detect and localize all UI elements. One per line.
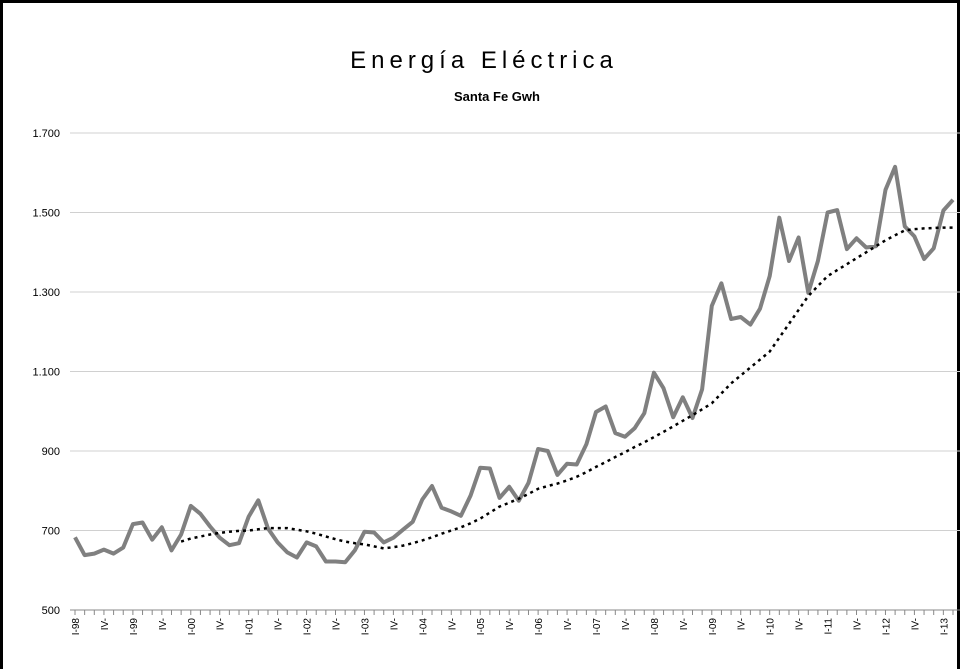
y-tick-label: 1.500 — [32, 208, 60, 220]
x-tick-label: I-01 — [245, 618, 256, 636]
x-tick-label: I-98 — [71, 618, 82, 636]
x-tick-label: IV- — [795, 618, 806, 630]
chart-subtitle: Santa Fe Gwh — [454, 89, 540, 104]
x-tick-label: I-09 — [708, 618, 719, 636]
x-tick-label: I-08 — [650, 618, 661, 636]
y-tick-label: 1.300 — [32, 287, 60, 299]
x-tick-label: I-05 — [476, 618, 487, 636]
x-tick-label: I-03 — [360, 618, 371, 636]
x-tick-label: IV- — [389, 618, 400, 630]
x-tick-label: I-04 — [418, 618, 429, 636]
x-tick-label: I-13 — [939, 618, 950, 636]
x-tick-label: I-00 — [187, 618, 198, 636]
x-tick-label: IV- — [158, 618, 169, 630]
y-tick-label: 500 — [42, 605, 60, 617]
x-tick-label: I-07 — [592, 618, 603, 636]
x-tick-label: IV- — [505, 618, 516, 630]
x-tick-label: IV- — [621, 618, 632, 630]
y-tick-label: 1.100 — [32, 367, 60, 379]
x-tick-label: IV- — [100, 618, 111, 630]
x-tick-label: I-10 — [766, 618, 777, 636]
x-tick-label: I-11 — [824, 618, 835, 635]
x-tick-label: IV- — [853, 618, 864, 630]
x-tick-label: IV- — [216, 618, 227, 630]
x-tick-label: I-99 — [129, 618, 140, 636]
x-tick-label: IV- — [679, 618, 690, 630]
x-tick-label: I-12 — [881, 618, 892, 636]
x-tick-label: I-02 — [303, 618, 314, 636]
y-tick-label: 700 — [42, 526, 60, 538]
x-tick-label: IV- — [910, 618, 921, 630]
x-tick-label: IV- — [332, 618, 343, 630]
series-line — [180, 226, 953, 550]
series-line — [73, 164, 955, 565]
x-tick-label: IV- — [274, 618, 285, 630]
x-tick-label: IV- — [447, 618, 458, 630]
chart-title: Energía Eléctrica — [350, 47, 618, 74]
x-tick-label: I-06 — [534, 618, 545, 636]
x-tick-label: IV- — [563, 618, 574, 630]
y-tick-label: 1.700 — [32, 128, 60, 140]
x-tick-label: IV- — [737, 618, 748, 630]
y-tick-label: 900 — [42, 446, 60, 458]
